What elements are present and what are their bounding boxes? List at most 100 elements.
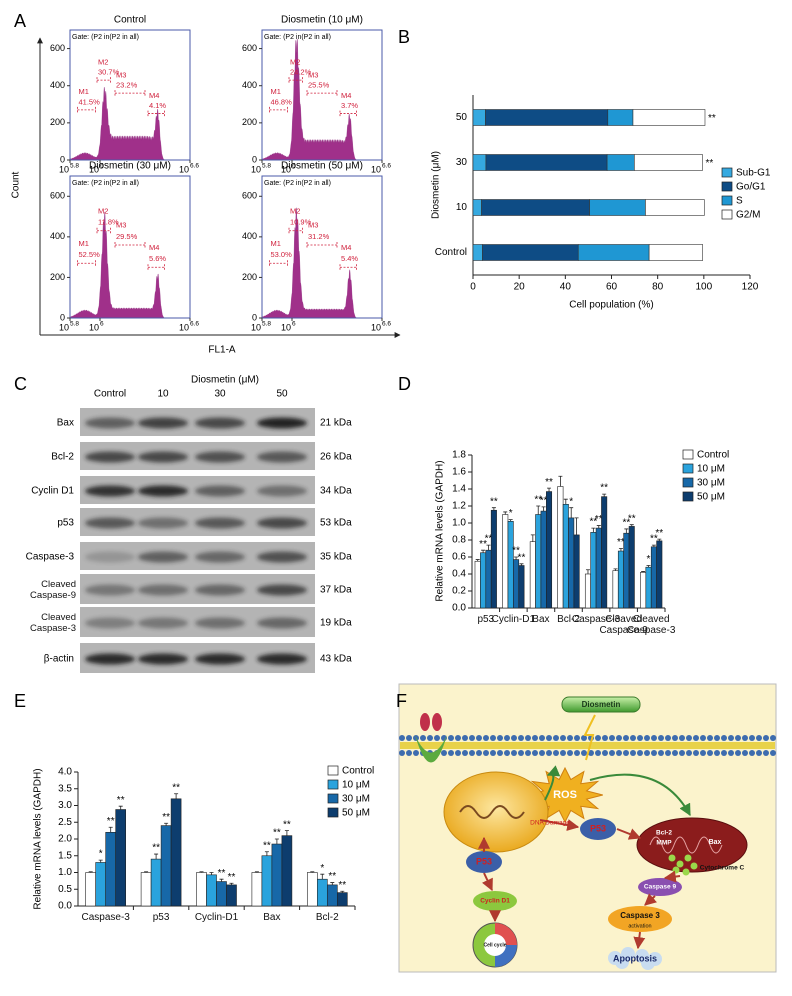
lipid [469, 750, 475, 756]
bar [645, 566, 652, 609]
blot-size: 35 kDa [320, 552, 352, 563]
bar [535, 514, 542, 609]
node-label: Caspase 3 [620, 911, 660, 920]
lipid [448, 735, 454, 741]
node-label: P53 [476, 856, 492, 866]
gate-text: Gate: (P2 in(P2 in all) [264, 34, 331, 41]
legend-label: S [736, 196, 743, 207]
lipid [721, 750, 727, 756]
y-tick-label: 3.0 [58, 800, 72, 811]
node-label: Apoptosis [613, 953, 657, 963]
bar-segment [589, 199, 646, 216]
lipid [693, 750, 699, 756]
lipid [770, 735, 776, 741]
plot-title: Control [114, 15, 146, 26]
y-tick-label: 0 [252, 154, 257, 164]
significance: ** [107, 816, 115, 827]
bar [115, 809, 126, 907]
bar-segment [632, 109, 706, 126]
bar [623, 532, 630, 609]
histogram [69, 211, 190, 319]
blot-band [195, 451, 245, 463]
arrow [544, 765, 561, 801]
x-tick-exponent: 5.8 [70, 321, 79, 328]
significance: ** [589, 517, 597, 528]
legend-label: 50 μM [697, 492, 725, 503]
gate-marker [288, 77, 303, 84]
x-tick-label: Bcl-2 [557, 614, 580, 625]
lipid [637, 750, 643, 756]
significance: * [99, 849, 103, 860]
blot-band [138, 485, 188, 497]
bar [281, 835, 293, 907]
blot-band [257, 584, 307, 596]
legend-label: Control [697, 450, 729, 461]
protein [608, 906, 672, 932]
error-bar [629, 524, 634, 527]
y-tick-label: 4.0 [58, 767, 72, 778]
lipid [539, 735, 545, 741]
legend-label: Go/G1 [736, 182, 766, 193]
gate-text: Gate: (P2 in(P2 in all) [72, 180, 139, 187]
bar [612, 570, 619, 609]
blot-band [138, 417, 188, 429]
gate-name: M4 [341, 243, 351, 252]
gate-marker [339, 264, 357, 271]
gate-marker [114, 90, 146, 97]
panel-label: A [14, 11, 26, 31]
panel-label: C [14, 374, 27, 394]
plot-title: Diosmetin (50 μM) [281, 161, 363, 172]
bar [85, 872, 96, 907]
bar [546, 491, 553, 609]
bar [490, 509, 497, 609]
receptor [420, 713, 430, 731]
lipid [721, 735, 727, 741]
legend-label: 30 μM [697, 478, 725, 489]
y-tick-label: 0.6 [452, 552, 466, 563]
panel-label: D [398, 374, 411, 394]
lipid [749, 735, 755, 741]
error-bar [569, 507, 574, 518]
lipid [644, 735, 650, 741]
panel-label: E [14, 691, 26, 711]
lipid [637, 735, 643, 741]
significance: ** [650, 534, 658, 545]
lipid [504, 750, 510, 756]
lipid [665, 750, 671, 756]
y-tick-label: 200 [242, 117, 257, 127]
lipid [602, 735, 608, 741]
x-tick-exponent: 6 [100, 321, 104, 328]
y-tick-label: 600 [242, 191, 257, 201]
lipid [567, 750, 573, 756]
blot-band [138, 451, 188, 463]
blot-size: 21 kDa [320, 418, 352, 429]
y-axis-label: Relative mRNA levels (GAPDH) [435, 460, 446, 601]
cytochrome [672, 866, 680, 874]
bar-segment [482, 244, 579, 261]
protein [466, 851, 502, 873]
lipid [770, 750, 776, 756]
blot-band [257, 485, 307, 497]
blot-band [138, 551, 188, 563]
arrow [644, 893, 658, 906]
legend-swatch [721, 181, 733, 192]
lipid [525, 735, 531, 741]
y-tick-label: 600 [50, 43, 65, 53]
blot-row-label: Bcl-2 [51, 452, 74, 463]
x-tick-exponent: 6 [100, 163, 104, 170]
x-tick-base: 10 [89, 322, 99, 332]
lipid [672, 735, 678, 741]
lipid [595, 750, 601, 756]
lipid [441, 750, 447, 756]
gate-marker [306, 241, 338, 248]
bar [140, 872, 152, 907]
node-label: Cytochrome C [700, 865, 745, 872]
legend-label: 10 μM [342, 780, 370, 791]
error-bar [98, 859, 103, 863]
node-label: Cyclin D1 [480, 898, 510, 905]
bar [261, 855, 273, 907]
x-tick-label: Cleaved Caspase-9 [599, 614, 648, 636]
blot-band [257, 517, 307, 529]
lipid [469, 735, 475, 741]
error-bar [320, 873, 325, 880]
